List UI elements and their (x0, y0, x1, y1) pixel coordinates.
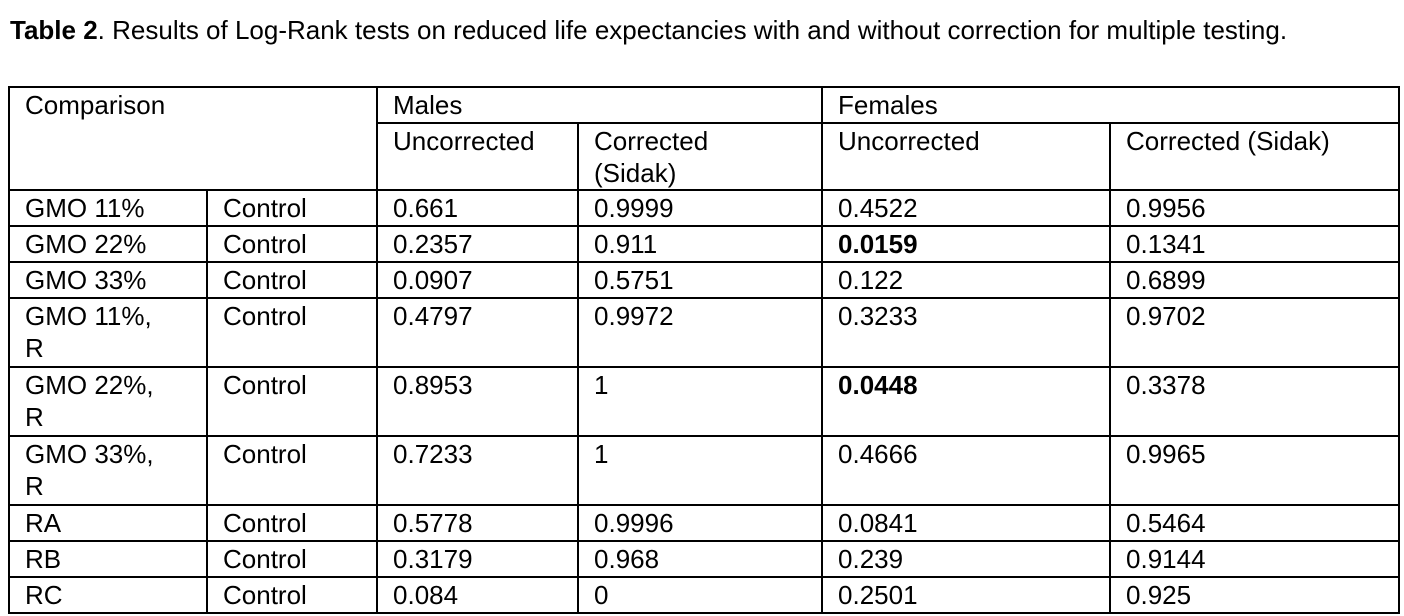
table-row: GMO 11% Control 0.661 0.9999 0.4522 0.9956 (8, 189, 1401, 227)
males-uncorrected-cell: 0.5778 (376, 504, 580, 542)
row-group-cell: RB (8, 540, 208, 578)
caption-text: . Results of Log-Rank tests on reduced l… (97, 15, 1288, 45)
males-uncorrected-cell: 0.4797 (376, 297, 580, 368)
row-reference-cell: Control (205, 366, 379, 437)
row-group-cell: GMO 11% (8, 189, 208, 227)
row-reference-cell: Control (205, 540, 379, 578)
females-uncorrected-cell: 0.3233 (821, 297, 1112, 368)
males-uncorrected-cell: 0.3179 (376, 540, 580, 578)
females-uncorrected-cell: 0.0159 (821, 225, 1112, 263)
header-females: Females (821, 86, 1401, 124)
males-corrected-cell: 0.5751 (577, 261, 824, 299)
females-corrected-cell: 0.9702 (1109, 297, 1401, 368)
header-row-groups: Comparison Males Females (7, 86, 1401, 191)
row-group-cell: RA (8, 504, 208, 542)
males-corrected-cell: 0 (577, 576, 824, 614)
males-corrected-cell: 1 (577, 435, 824, 506)
females-corrected-cell: 0.1341 (1109, 225, 1401, 263)
males-uncorrected-cell: 0.084 (376, 576, 580, 614)
females-uncorrected-cell: 0.122 (821, 261, 1112, 299)
row-reference-cell: Control (205, 504, 379, 542)
males-corrected-cell: 0.968 (577, 540, 824, 578)
row-group-cell: GMO 33%, R (8, 435, 208, 506)
header-males-uncorrected: Uncorrected (376, 122, 580, 191)
males-uncorrected-cell: 0.7233 (376, 435, 580, 506)
row-reference-cell: Control (205, 261, 379, 299)
row-reference-cell: Control (205, 189, 379, 227)
females-uncorrected-cell: 0.4522 (821, 189, 1112, 227)
females-uncorrected-cell: 0.0448 (821, 366, 1112, 437)
females-corrected-cell: 0.9144 (1109, 540, 1401, 578)
table-row: RA Control 0.5778 0.9996 0.0841 0.5464 (8, 504, 1401, 542)
males-corrected-cell: 0.9972 (577, 297, 824, 368)
males-corrected-cell: 1 (577, 366, 824, 437)
row-group-cell: RC (8, 576, 208, 614)
males-corrected-cell: 0.9996 (577, 504, 824, 542)
table-row: GMO 22% Control 0.2357 0.911 0.0159 0.1341 (8, 225, 1401, 263)
row-reference-cell: Control (205, 297, 379, 368)
row-reference-cell: Control (205, 576, 379, 614)
row-group-cell: GMO 11%, R (8, 297, 208, 368)
females-corrected-cell: 0.5464 (1109, 504, 1401, 542)
males-uncorrected-cell: 0.2357 (376, 225, 580, 263)
row-group-cell: GMO 22%, R (8, 366, 208, 437)
females-corrected-cell: 0.9956 (1109, 189, 1401, 227)
table-row: GMO 33% Control 0.0907 0.5751 0.122 0.6899 (8, 261, 1401, 299)
table-row: RC Control 0.084 0 0.2501 0.925 (8, 576, 1401, 614)
header-row-subgroups: Uncorrected Corrected (Sidak) Uncorrecte… (9, 122, 1401, 191)
females-corrected-cell: 0.3378 (1109, 366, 1401, 437)
females-uncorrected-cell: 0.0841 (821, 504, 1112, 542)
table-caption: Table 2. Results of Log-Rank tests on re… (10, 14, 1392, 46)
row-group-cell: GMO 33% (8, 261, 208, 299)
header-females-corrected: Corrected (Sidak) (1109, 122, 1401, 191)
header-females-uncorrected: Uncorrected (821, 122, 1112, 191)
table-row: GMO 11%, R Control 0.4797 0.9972 0.3233 0.970… (8, 297, 1401, 368)
males-corrected-cell: 0.9999 (577, 189, 824, 227)
females-uncorrected-cell: 0.2501 (821, 576, 1112, 614)
results-table: Comparison Males Females Uncorrected Cor… (7, 86, 1401, 614)
header-comparison: Comparison (7, 86, 379, 191)
row-reference-cell: Control (205, 435, 379, 506)
males-uncorrected-cell: 0.0907 (376, 261, 580, 299)
females-uncorrected-cell: 0.4666 (821, 435, 1112, 506)
header-males: Males (376, 86, 824, 124)
header-males-corrected: Corrected (Sidak) (577, 122, 824, 191)
females-corrected-cell: 0.6899 (1109, 261, 1401, 299)
males-uncorrected-cell: 0.8953 (376, 366, 580, 437)
row-group-cell: GMO 22% (8, 225, 208, 263)
females-uncorrected-cell: 0.239 (821, 540, 1112, 578)
males-corrected-cell: 0.911 (577, 225, 824, 263)
males-uncorrected-cell: 0.661 (376, 189, 580, 227)
row-reference-cell: Control (205, 225, 379, 263)
table-row: RB Control 0.3179 0.968 0.239 0.9144 (8, 540, 1401, 578)
females-corrected-cell: 0.925 (1109, 576, 1401, 614)
females-corrected-cell: 0.9965 (1109, 435, 1401, 506)
table-row: GMO 22%, R Control 0.8953 1 0.0448 0.3378 (8, 366, 1401, 437)
table-row: GMO 33%, R Control 0.7233 1 0.4666 0.9965 (8, 435, 1401, 506)
table-label: Table 2 (10, 15, 98, 45)
